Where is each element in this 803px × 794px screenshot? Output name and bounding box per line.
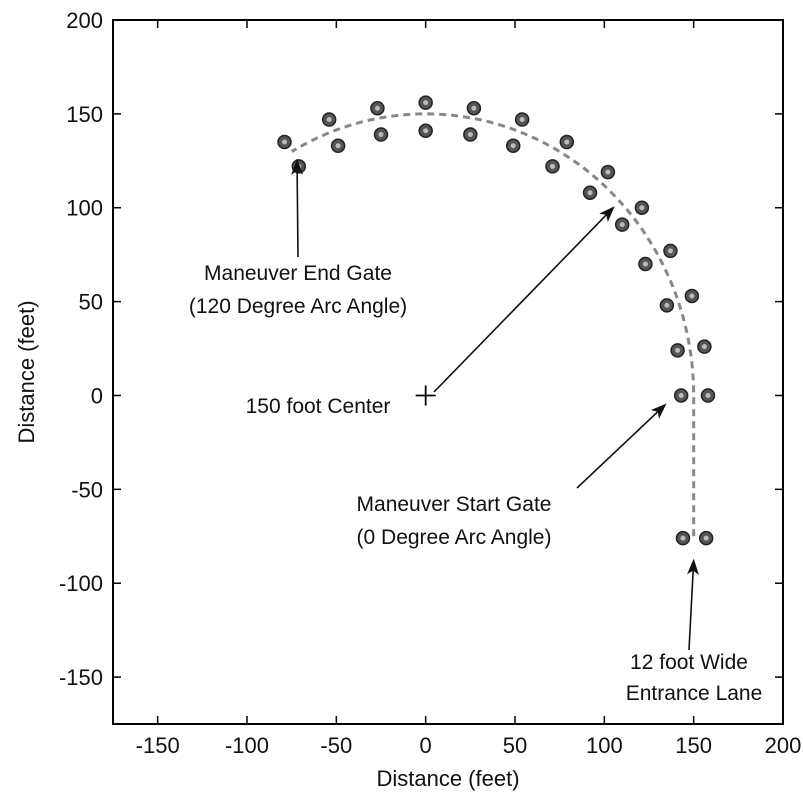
x-tick-label: -150 — [136, 733, 180, 758]
x-tick-label: -100 — [225, 733, 269, 758]
x-axis-label: Distance (feet) — [376, 766, 519, 791]
cone-marker — [466, 100, 482, 116]
annotation-text: (0 Degree Arc Angle) — [357, 526, 552, 549]
cone-marker-inner — [326, 116, 332, 122]
y-tick-label: -100 — [59, 571, 103, 596]
cone-marker — [277, 134, 292, 150]
cone-marker-inner — [705, 392, 711, 398]
cone-marker-inner — [467, 132, 473, 138]
annotation: Maneuver End Gate (120 Degree Arc Angle) — [189, 158, 407, 318]
cone-marker — [291, 159, 307, 174]
y-tick-label: 200 — [66, 8, 103, 33]
cone-marker — [700, 388, 716, 403]
cone-marker — [697, 339, 712, 354]
annotation-text: Maneuver Start Gate — [357, 493, 552, 516]
cone-marker-inner — [423, 100, 429, 106]
annotation-arrow — [433, 206, 615, 393]
cone-marker-inner — [335, 143, 341, 149]
y-tick-label: 0 — [91, 383, 103, 408]
y-tick-label: -150 — [59, 665, 103, 690]
cone-marker — [673, 388, 689, 403]
cone-marker-inner — [675, 347, 681, 353]
cone-marker-inner — [701, 344, 707, 350]
cone-marker — [418, 95, 433, 110]
annotation: Maneuver Start Gate (0 Degree Arc Angle) — [357, 403, 667, 549]
x-tick-label: 150 — [675, 733, 712, 758]
cone-marker — [670, 343, 685, 358]
cone-marker-inner — [378, 132, 384, 138]
cone-marker — [638, 256, 653, 272]
cone-marker-inner — [423, 128, 429, 134]
annotation-text: Maneuver End Gate — [204, 262, 392, 285]
x-tick-label: 100 — [586, 733, 623, 758]
annotation: 150 foot Center — [246, 206, 615, 418]
annotation-text: 12 foot Wide — [630, 651, 748, 674]
cone-marker — [582, 185, 598, 200]
annotation-arrow — [686, 558, 699, 651]
cone-marker-inner — [282, 139, 288, 145]
cone-marker — [663, 243, 678, 259]
axis-ticks: -150 -100 -50 0 50 100 150 200 -150 -100 -50 0 50 100… — [59, 8, 801, 758]
cone-marker — [514, 112, 530, 127]
cone-marker — [418, 123, 433, 139]
cone-marker-inner — [374, 105, 380, 111]
cone-marker-inner — [642, 261, 648, 267]
cone-marker — [675, 530, 691, 546]
y-tick-label: 150 — [66, 102, 103, 127]
cone-marker-inner — [587, 190, 593, 196]
annotation-text: Entrance Lane — [626, 682, 763, 705]
annotation-arrow — [291, 158, 304, 258]
cone-marker — [659, 298, 675, 313]
cone-marker-inner — [678, 392, 684, 398]
cone-marker-inner — [519, 116, 525, 122]
annotation-arrow — [576, 403, 667, 489]
dashed-track — [290, 112, 696, 537]
y-tick-label: 100 — [66, 196, 103, 221]
cone-marker-inner — [510, 143, 516, 149]
y-tick-label: 50 — [79, 290, 103, 315]
cone-marker-inner — [619, 222, 625, 228]
annotation: 12 foot Wide Entrance Lane — [626, 558, 763, 705]
cone-marker-inner — [664, 302, 670, 308]
x-tick-label: 0 — [420, 733, 432, 758]
cone-marker — [545, 159, 560, 174]
cone-marker — [698, 530, 714, 546]
x-tick-label: -50 — [320, 733, 352, 758]
y-tick-label: -50 — [71, 477, 103, 502]
plot-area — [112, 19, 784, 725]
cone-marker-inner — [703, 535, 709, 541]
cone-marker-inner — [689, 293, 695, 299]
cone-marker-inner — [639, 205, 645, 211]
x-tick-label: 200 — [765, 733, 802, 758]
cone-marker — [634, 200, 650, 215]
annotation-text: (120 Degree Arc Angle) — [189, 295, 407, 318]
annotations: Maneuver End Gate (120 Degree Arc Angle) 1… — [189, 158, 763, 705]
x-tick-label: 50 — [503, 733, 527, 758]
y-axis-label: Distance (feet) — [14, 300, 39, 443]
cone-marker-inner — [564, 139, 570, 145]
cone-marker-inner — [667, 248, 673, 254]
cone-marker — [684, 288, 700, 304]
cone-marker — [330, 138, 346, 154]
cone-marker — [463, 127, 478, 142]
cone-marker — [373, 127, 389, 142]
cone-marker-inner — [605, 169, 611, 175]
cone-marker — [559, 134, 575, 150]
cone-marker — [505, 138, 521, 154]
cone-markers — [277, 95, 716, 546]
track-path — [290, 112, 696, 537]
cone-marker — [600, 164, 616, 180]
cone-marker-inner — [550, 163, 556, 169]
cone-marker — [321, 112, 337, 127]
center-marker — [415, 385, 436, 406]
cone-marker — [614, 217, 630, 232]
annotation-text: 150 foot Center — [246, 395, 391, 418]
cone-marker-inner — [471, 105, 477, 111]
cone-marker-inner — [680, 535, 686, 541]
cone-marker — [370, 100, 385, 116]
